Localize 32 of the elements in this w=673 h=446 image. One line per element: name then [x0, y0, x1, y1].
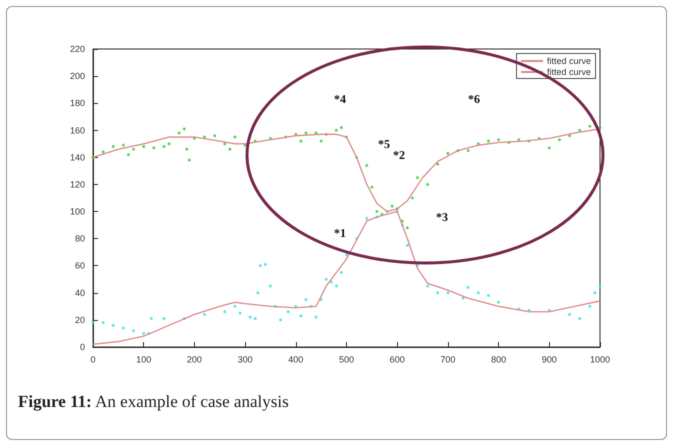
- legend-label: fitted curve: [546, 66, 591, 77]
- x-tick-label: 700: [440, 354, 456, 364]
- y-tick-label: 180: [70, 98, 85, 108]
- annotation: *1: [334, 226, 346, 241]
- y-tick-label: 200: [70, 71, 85, 82]
- y-tick-label: 100: [70, 206, 85, 217]
- x-tick-label: 900: [542, 354, 557, 364]
- y-tick-label: 120: [70, 179, 85, 190]
- legend-label: fitted curve: [546, 55, 591, 66]
- y-tick-label: 40: [74, 288, 85, 298]
- y-tick-label: 140: [70, 152, 85, 162]
- x-tick-label: 600: [390, 354, 405, 364]
- y-tick-label: 20: [74, 314, 85, 325]
- y-tick-label: 160: [70, 125, 85, 136]
- x-tick-label: 1000: [590, 354, 610, 364]
- x-tick-label: 300: [238, 354, 253, 364]
- x-tick-label: 100: [136, 354, 152, 364]
- annotation: *5: [378, 137, 390, 152]
- y-tick-label: 220: [70, 44, 85, 54]
- x-tick-label: 400: [288, 354, 304, 364]
- annotation: *6: [468, 92, 480, 107]
- x-tick-label: 500: [338, 354, 354, 364]
- annotation: *2: [393, 148, 405, 163]
- y-tick-label: 0: [80, 342, 85, 352]
- annotation: *4: [334, 92, 346, 107]
- text: Figure 11: An example of case analysis: [18, 392, 289, 412]
- x-tick-label: 200: [186, 354, 202, 364]
- y-tick-label: 60: [74, 260, 85, 271]
- y-tick-label: 80: [74, 234, 85, 244]
- x-tick-label: 800: [491, 354, 506, 364]
- x-tick-label: 0: [90, 354, 96, 364]
- annotation: *3: [436, 210, 448, 225]
